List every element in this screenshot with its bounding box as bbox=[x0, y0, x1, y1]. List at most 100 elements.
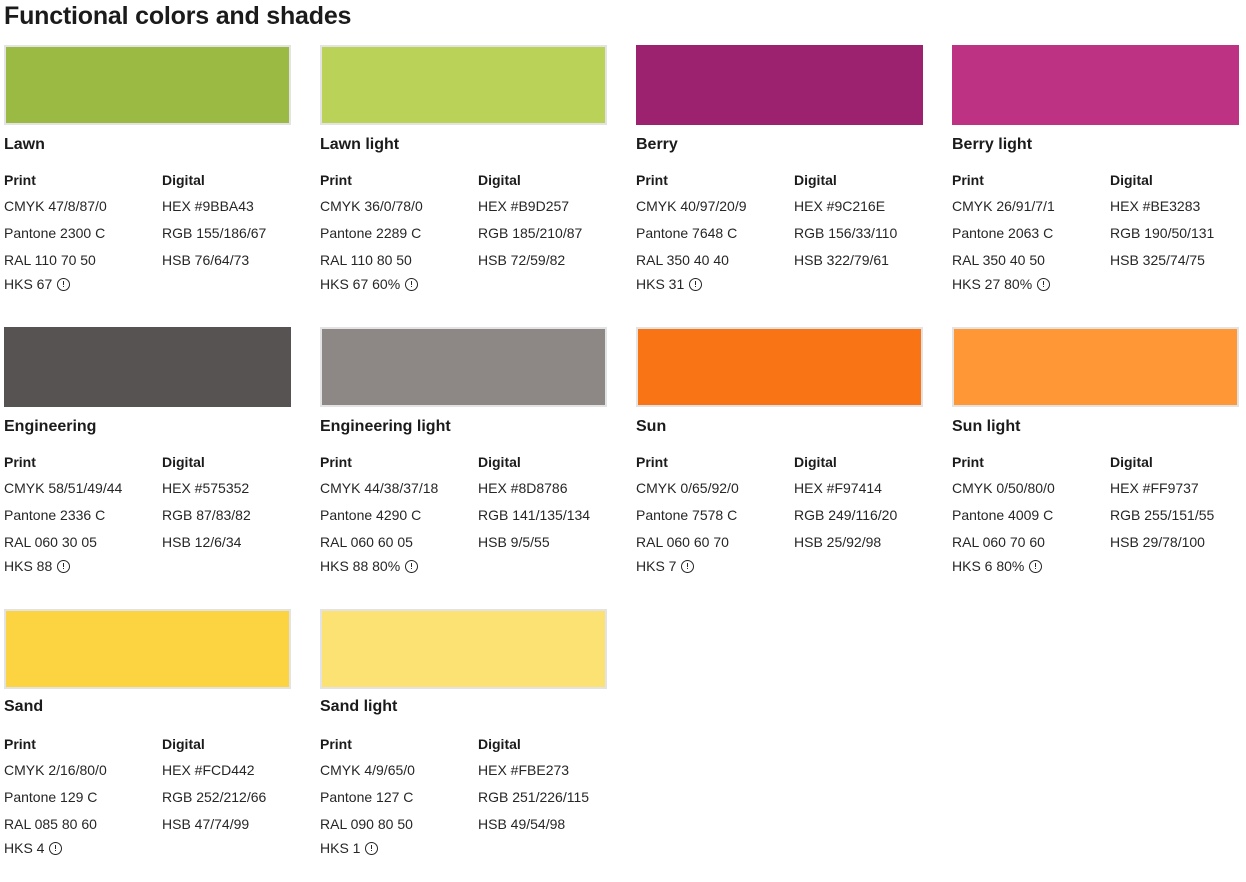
digital-specs: Digital HEX #9BBA43 RGB 155/186/67 HSB 7… bbox=[162, 171, 312, 278]
ral-value: RAL 060 60 05 bbox=[320, 534, 413, 550]
digital-heading: Digital bbox=[162, 172, 205, 188]
rgb-value: RGB 249/116/20 bbox=[794, 507, 898, 523]
color-swatch bbox=[4, 327, 291, 407]
digital-specs: Digital HEX #575352 RGB 87/83/82 HSB 12/… bbox=[162, 453, 312, 560]
color-name: Berry light bbox=[952, 136, 1033, 153]
hks-row: HKS 31 bbox=[636, 275, 786, 293]
page-title: Functional colors and shades bbox=[4, 2, 352, 30]
info-icon[interactable] bbox=[681, 559, 695, 573]
hex-value: HEX #BE3283 bbox=[1110, 198, 1201, 214]
digital-heading: Digital bbox=[478, 172, 521, 188]
cmyk-value: CMYK 26/91/7/1 bbox=[952, 198, 1055, 214]
color-swatch bbox=[952, 327, 1239, 407]
hex-value: HEX #9BBA43 bbox=[162, 198, 254, 214]
info-icon[interactable] bbox=[1037, 277, 1051, 291]
hsb-value: HSB 47/74/99 bbox=[162, 816, 250, 832]
digital-heading: Digital bbox=[162, 736, 205, 752]
hsb-value: HSB 25/92/98 bbox=[794, 534, 882, 550]
hex-value: HEX #FF9737 bbox=[1110, 480, 1199, 496]
color-name: Sand light bbox=[320, 698, 398, 715]
digital-specs: Digital HEX #FCD442 RGB 252/212/66 HSB 4… bbox=[162, 735, 312, 842]
ral-value: RAL 060 70 60 bbox=[952, 534, 1045, 550]
pantone-value: Pantone 7578 C bbox=[636, 507, 738, 523]
digital-heading: Digital bbox=[1110, 172, 1153, 188]
info-icon[interactable] bbox=[689, 277, 703, 291]
hks-row: HKS 88 80% bbox=[320, 557, 470, 575]
digital-heading: Digital bbox=[794, 454, 837, 470]
color-name: Sun light bbox=[952, 418, 1021, 435]
hks-value: HKS 67 60% bbox=[320, 276, 401, 292]
color-swatch bbox=[952, 45, 1239, 125]
cmyk-value: CMYK 47/8/87/0 bbox=[4, 198, 107, 214]
pantone-value: Pantone 4290 C bbox=[320, 507, 422, 523]
hks-row: HKS 67 60% bbox=[320, 275, 470, 293]
digital-heading: Digital bbox=[162, 454, 205, 470]
cmyk-value: CMYK 0/50/80/0 bbox=[952, 480, 1055, 496]
hex-value: HEX #9C216E bbox=[794, 198, 886, 214]
color-swatch bbox=[4, 609, 291, 689]
digital-specs: Digital HEX #FBE273 RGB 251/226/115 HSB … bbox=[478, 735, 628, 842]
hex-value: HEX #FBE273 bbox=[478, 762, 570, 778]
color-name: Lawn light bbox=[320, 136, 400, 153]
info-icon[interactable] bbox=[1029, 559, 1043, 573]
hsb-value: HSB 9/5/55 bbox=[478, 534, 550, 550]
hks-value: HKS 88 bbox=[4, 558, 53, 574]
digital-specs: Digital HEX #BE3283 RGB 190/50/131 HSB 3… bbox=[1110, 171, 1246, 278]
print-heading: Print bbox=[4, 736, 36, 752]
color-swatch bbox=[320, 45, 607, 125]
hks-row: HKS 4 bbox=[4, 839, 154, 857]
hsb-value: HSB 76/64/73 bbox=[162, 252, 250, 268]
digital-specs: Digital HEX #FF9737 RGB 255/151/55 HSB 2… bbox=[1110, 453, 1246, 560]
info-icon[interactable] bbox=[405, 559, 419, 573]
hks-value: HKS 6 80% bbox=[952, 558, 1025, 574]
pantone-value: Pantone 127 C bbox=[320, 789, 414, 805]
print-specs: Print CMYK 0/50/80/0 Pantone 4009 C RAL … bbox=[952, 453, 1102, 584]
print-heading: Print bbox=[320, 454, 352, 470]
ral-value: RAL 085 80 60 bbox=[4, 816, 97, 832]
digital-specs: Digital HEX #F97414 RGB 249/116/20 HSB 2… bbox=[794, 453, 944, 560]
print-specs: Print CMYK 58/51/49/44 Pantone 2336 C RA… bbox=[4, 453, 154, 584]
color-swatch bbox=[636, 327, 923, 407]
cmyk-value: CMYK 58/51/49/44 bbox=[4, 480, 123, 496]
print-specs: Print CMYK 47/8/87/0 Pantone 2300 C RAL … bbox=[4, 171, 154, 302]
print-heading: Print bbox=[320, 172, 352, 188]
info-icon[interactable] bbox=[365, 841, 379, 855]
cmyk-value: CMYK 36/0/78/0 bbox=[320, 198, 423, 214]
cmyk-value: CMYK 0/65/92/0 bbox=[636, 480, 739, 496]
color-name: Berry bbox=[636, 136, 678, 153]
hks-row: HKS 7 bbox=[636, 557, 786, 575]
digital-specs: Digital HEX #B9D257 RGB 185/210/87 HSB 7… bbox=[478, 171, 628, 278]
print-heading: Print bbox=[4, 172, 36, 188]
hks-value: HKS 67 bbox=[4, 276, 53, 292]
hex-value: HEX #575352 bbox=[162, 480, 250, 496]
color-name: Sun bbox=[636, 418, 667, 435]
ral-value: RAL 060 60 70 bbox=[636, 534, 729, 550]
hex-value: HEX #F97414 bbox=[794, 480, 882, 496]
hks-value: HKS 31 bbox=[636, 276, 685, 292]
rgb-value: RGB 156/33/110 bbox=[794, 225, 898, 241]
digital-heading: Digital bbox=[1110, 454, 1153, 470]
hsb-value: HSB 29/78/100 bbox=[1110, 534, 1205, 550]
digital-specs: Digital HEX #9C216E RGB 156/33/110 HSB 3… bbox=[794, 171, 944, 278]
hsb-value: HSB 72/59/82 bbox=[478, 252, 566, 268]
print-heading: Print bbox=[4, 454, 36, 470]
info-icon[interactable] bbox=[49, 841, 63, 855]
cmyk-value: CMYK 4/9/65/0 bbox=[320, 762, 415, 778]
info-icon[interactable] bbox=[57, 559, 71, 573]
print-heading: Print bbox=[952, 172, 984, 188]
ral-value: RAL 060 30 05 bbox=[4, 534, 97, 550]
hks-row: HKS 88 bbox=[4, 557, 154, 575]
color-swatch bbox=[320, 609, 607, 689]
hks-value: HKS 27 80% bbox=[952, 276, 1033, 292]
print-heading: Print bbox=[636, 172, 668, 188]
info-icon[interactable] bbox=[57, 277, 71, 291]
rgb-value: RGB 251/226/115 bbox=[478, 789, 590, 805]
ral-value: RAL 110 70 50 bbox=[4, 252, 96, 268]
rgb-value: RGB 190/50/131 bbox=[1110, 225, 1215, 241]
hks-value: HKS 88 80% bbox=[320, 558, 401, 574]
rgb-value: RGB 141/135/134 bbox=[478, 507, 591, 523]
info-icon[interactable] bbox=[405, 277, 419, 291]
hks-value: HKS 7 bbox=[636, 558, 677, 574]
hks-value: HKS 4 bbox=[4, 840, 45, 856]
pantone-value: Pantone 7648 C bbox=[636, 225, 738, 241]
